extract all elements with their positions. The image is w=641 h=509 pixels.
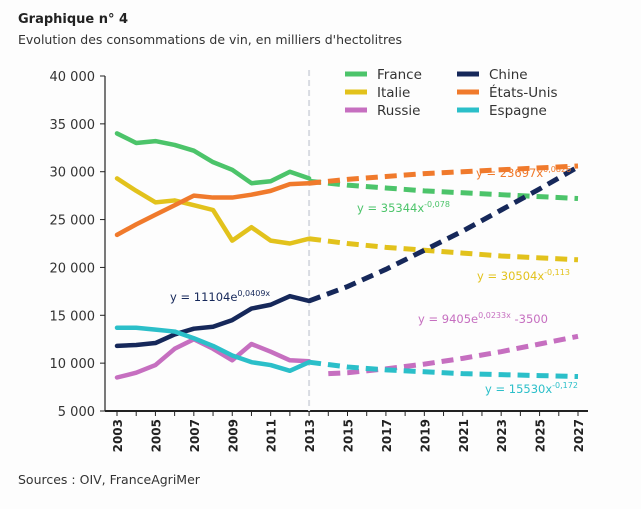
series-line-Espagne — [114, 325, 312, 374]
x-tick-label: 2007 — [188, 419, 202, 452]
equation-label: y = 30504x-0,113 — [477, 268, 570, 283]
x-tick-label: 2011 — [265, 419, 279, 452]
chart-subtitle: Evolution des consommations de vin, en m… — [18, 32, 403, 47]
chart-source: Sources : OIV, FranceAgriMer — [18, 472, 200, 487]
x-tick-label: 2015 — [342, 419, 356, 452]
legend-label: Italie — [377, 85, 410, 101]
legend-label: Russie — [377, 103, 420, 119]
projection-line-Russie — [328, 333, 579, 377]
y-tick-label: 25 000 — [50, 214, 96, 229]
equation-label: y = 23697x0,0826 — [476, 165, 571, 180]
projection-line-Chine — [308, 164, 580, 304]
projection-line-États-Unis — [308, 163, 579, 186]
x-tick-label: 2021 — [457, 419, 471, 452]
y-tick-label: 5 000 — [58, 405, 95, 420]
projection-line-France — [308, 178, 579, 202]
y-tick-label: 20 000 — [50, 261, 96, 276]
series-line-États-Unis — [114, 180, 312, 238]
equation-label: y = 11104e0,0409x — [170, 289, 270, 304]
legend-label: Espagne — [489, 103, 547, 119]
series-line-Russie — [114, 336, 312, 380]
series-line-Chine — [114, 293, 312, 349]
x-tick-label: 2017 — [380, 419, 394, 452]
y-tick-label: 30 000 — [50, 166, 96, 181]
chart-title: Graphique n° 4 — [18, 12, 129, 27]
x-tick-label: 2019 — [418, 419, 432, 452]
projection-line-Espagne — [308, 359, 579, 380]
x-tick-label: 2023 — [495, 419, 509, 452]
series-line-France — [114, 131, 312, 186]
equation-label: y = 35344x-0,078 — [357, 200, 450, 215]
legend-label: Chine — [489, 67, 528, 83]
equation-label: y = 9405e0,0233x -3500 — [418, 311, 548, 326]
x-tick-label: 2027 — [572, 419, 586, 452]
y-tick-label: 35 000 — [50, 118, 96, 133]
x-tick-label: 2013 — [303, 419, 317, 452]
equation-label: y = 15530x-0,172 — [485, 381, 578, 396]
x-tick-label: 2003 — [111, 419, 125, 452]
x-tick-label: 2025 — [534, 419, 548, 452]
projection-line-Italie — [308, 236, 579, 263]
x-tick-label: 2009 — [226, 419, 240, 452]
legend-label: États-Unis — [489, 84, 558, 101]
legend-label: France — [377, 67, 422, 83]
y-tick-label: 10 000 — [50, 357, 96, 372]
y-tick-label: 15 000 — [50, 309, 96, 324]
x-tick-label: 2005 — [149, 419, 163, 452]
y-tick-label: 40 000 — [50, 70, 96, 85]
series-line-Italie — [114, 176, 312, 246]
